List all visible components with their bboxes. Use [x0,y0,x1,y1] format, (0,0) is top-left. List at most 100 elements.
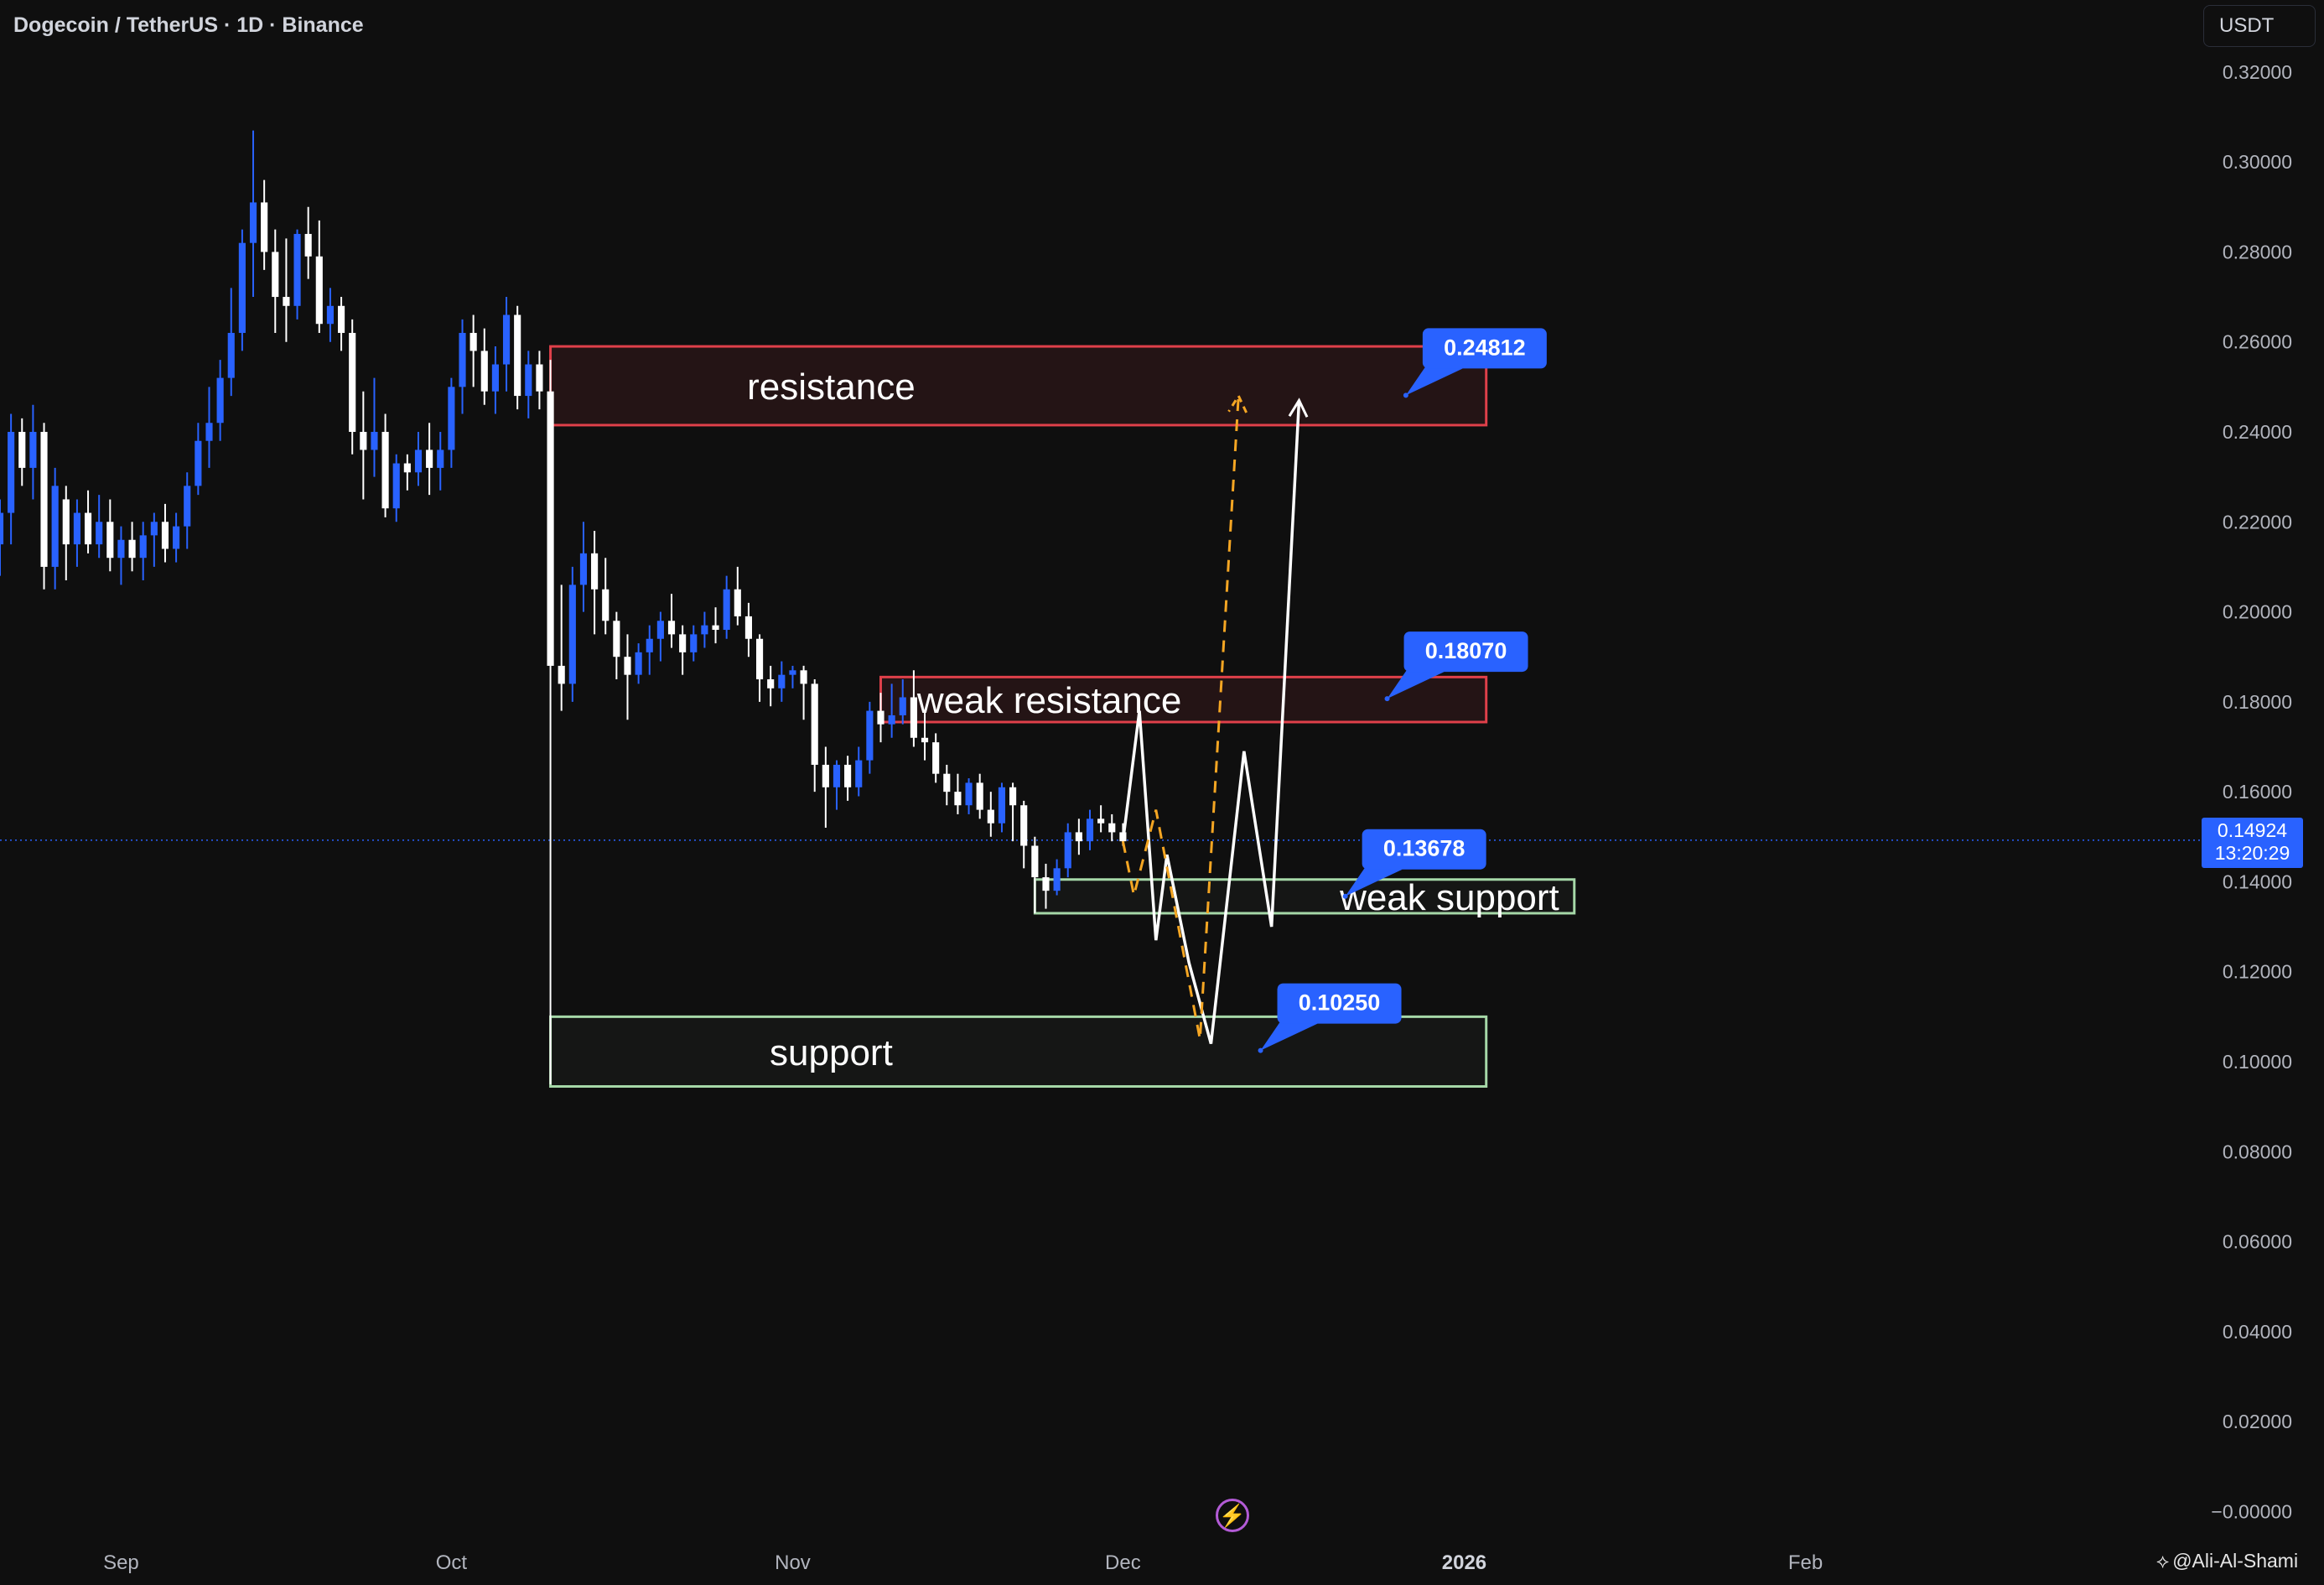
y-tick-label: 0.30000 [2223,151,2292,173]
candle [877,693,884,743]
candle [833,760,841,810]
candle-body [261,202,268,252]
candle-body [1009,787,1017,806]
candles [0,130,1127,1084]
candle [646,625,653,675]
candle-body [139,535,147,559]
candle-body [591,553,599,590]
candle-body [403,463,411,473]
candle-body [381,431,389,509]
candle-body [426,450,433,468]
candle [778,661,786,702]
candle [514,305,521,410]
projection-path-alt [1121,395,1240,1040]
candle [800,665,807,720]
candle [227,288,235,397]
candle-body [1042,877,1050,891]
candle-body [525,364,532,397]
callout-box [1422,328,1547,369]
price-callout: 0.10250 [1258,983,1402,1053]
candle [173,512,180,563]
projection-path-main [1121,400,1301,1045]
candle-body [932,742,940,774]
candle-body [249,202,257,243]
candle [811,679,818,792]
candle [392,454,400,522]
candle-body [304,233,312,257]
callout-anchor-dot [1258,1047,1263,1053]
x-tick-label: Feb [1788,1551,1823,1574]
candle [987,792,994,837]
candle [1086,809,1094,850]
candle [579,522,588,612]
y-tick-label: 0.22000 [2223,511,2292,533]
symbol-title[interactable]: Dogecoin / TetherUS · 1D · Binance [13,13,364,37]
candle [249,130,257,298]
candle [635,643,642,684]
candle-body [360,431,367,450]
candle-body [272,252,279,298]
callout-pointer [1405,363,1463,396]
y-tick-label: −0.00000 [2211,1500,2292,1522]
candle [349,319,356,455]
callout-text: 0.10250 [1299,990,1381,1016]
author-signature: ⟡ @Ali-Al-Shami [2156,1550,2298,1572]
candle-body [491,364,499,392]
candle-body [238,242,246,333]
candle [272,229,279,333]
currency-selector[interactable]: USDT [2203,5,2316,47]
candle-body [161,522,169,549]
candle [667,594,676,648]
candle [117,526,125,585]
candle [459,319,466,414]
y-tick-label: 0.16000 [2223,781,2292,803]
callout-pointer [1260,1018,1318,1051]
y-tick-label: 0.18000 [2223,691,2292,713]
candle [712,607,719,644]
candle [261,179,268,270]
author-name: @Ali-Al-Shami [2172,1550,2299,1572]
candle [1064,823,1071,878]
candle [338,297,345,351]
candle [491,346,499,414]
candle [139,522,147,581]
callout-box [1362,829,1486,870]
candle [216,360,224,441]
candle [437,431,444,491]
zone-label: resistance [747,366,916,408]
zone-label: weak support [1339,877,1559,918]
candle [84,490,92,553]
candle-body [910,697,917,738]
candle [591,531,599,635]
candle [371,377,378,477]
candle-body [568,585,576,684]
candle [789,665,796,689]
candle [414,431,423,486]
candle-body [371,431,378,450]
candle-body [514,314,521,397]
candle-body [744,616,752,639]
candle-body [128,539,136,559]
candle-body [96,522,103,545]
candle-body [40,431,48,567]
candle-body [789,670,796,675]
candle-body [954,792,962,806]
candle [161,503,169,563]
candle-body [1020,805,1028,846]
arrowhead [1227,392,1248,413]
candle [734,566,741,626]
candle [998,782,1006,833]
candle-body [998,787,1006,824]
y-tick-label: 0.20000 [2223,601,2292,623]
candle [899,679,906,725]
candle [1020,800,1028,869]
callout-box [1277,983,1402,1024]
candle-body [338,305,345,333]
candle-body [844,764,852,787]
candle [679,625,687,675]
lightning-icon[interactable]: ⚡ [1216,1499,1249,1532]
candle-body [62,499,70,545]
y-tick-label: 0.10000 [2223,1051,2292,1073]
candle [106,499,114,572]
